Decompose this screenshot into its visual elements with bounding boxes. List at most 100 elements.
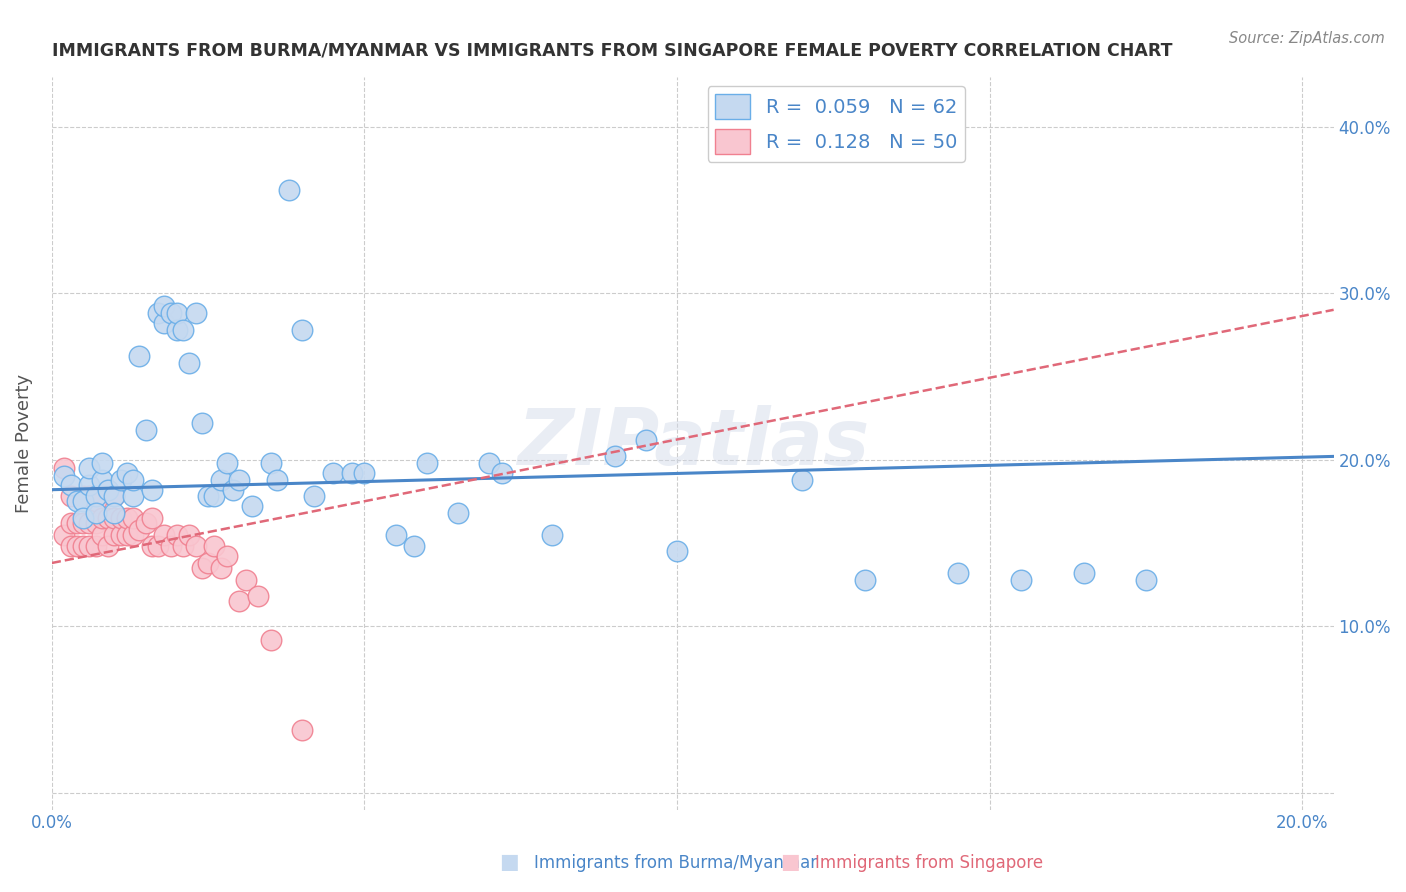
Point <box>72 539 94 553</box>
Text: Immigrants from Singapore: Immigrants from Singapore <box>815 855 1043 872</box>
Point <box>77 516 100 530</box>
Point <box>222 483 245 497</box>
Point <box>97 483 120 497</box>
Point <box>259 456 281 470</box>
Point <box>228 473 250 487</box>
Point <box>59 539 82 553</box>
Point <box>191 416 214 430</box>
Point <box>1135 573 1157 587</box>
Point <box>122 473 145 487</box>
Point <box>541 527 564 541</box>
Point <box>122 527 145 541</box>
Point <box>228 594 250 608</box>
Point <box>115 511 138 525</box>
Legend: R =  0.059   N = 62, R =  0.128   N = 50: R = 0.059 N = 62, R = 0.128 N = 50 <box>707 87 965 161</box>
Point <box>172 323 194 337</box>
Point <box>247 590 270 604</box>
Point <box>340 466 363 480</box>
Point <box>110 511 132 525</box>
Point <box>77 477 100 491</box>
Point <box>215 456 238 470</box>
Point <box>478 456 501 470</box>
Point <box>792 473 814 487</box>
Point <box>266 473 288 487</box>
Point <box>404 539 426 553</box>
Text: IMMIGRANTS FROM BURMA/MYANMAR VS IMMIGRANTS FROM SINGAPORE FEMALE POVERTY CORREL: IMMIGRANTS FROM BURMA/MYANMAR VS IMMIGRA… <box>52 42 1173 60</box>
Text: ■: ■ <box>780 853 800 872</box>
Point <box>115 527 138 541</box>
Point <box>1010 573 1032 587</box>
Point <box>197 556 219 570</box>
Point <box>90 527 112 541</box>
Point <box>72 494 94 508</box>
Point <box>179 527 201 541</box>
Point <box>278 183 301 197</box>
Point <box>146 306 169 320</box>
Point <box>202 539 225 553</box>
Point <box>291 723 314 737</box>
Point <box>184 306 207 320</box>
Point <box>59 516 82 530</box>
Point <box>72 516 94 530</box>
Point <box>603 450 626 464</box>
Point <box>240 500 263 514</box>
Point <box>141 539 163 553</box>
Y-axis label: Female Poverty: Female Poverty <box>15 374 32 513</box>
Point <box>66 539 89 553</box>
Point <box>353 466 375 480</box>
Point <box>110 473 132 487</box>
Point <box>209 561 232 575</box>
Point <box>90 511 112 525</box>
Point <box>90 456 112 470</box>
Point <box>66 494 89 508</box>
Point <box>153 527 176 541</box>
Point <box>291 323 314 337</box>
Point <box>141 511 163 525</box>
Point <box>84 506 107 520</box>
Point <box>90 473 112 487</box>
Point <box>179 356 201 370</box>
Point <box>103 489 125 503</box>
Point <box>135 516 157 530</box>
Point <box>166 527 188 541</box>
Point <box>66 516 89 530</box>
Point <box>84 539 107 553</box>
Point <box>115 466 138 480</box>
Point <box>191 561 214 575</box>
Point <box>84 516 107 530</box>
Point <box>97 511 120 525</box>
Point <box>135 423 157 437</box>
Point <box>209 473 232 487</box>
Point <box>77 539 100 553</box>
Point <box>384 527 406 541</box>
Point <box>197 489 219 503</box>
Point <box>97 539 120 553</box>
Point <box>235 573 257 587</box>
Point <box>948 566 970 580</box>
Point <box>304 489 326 503</box>
Point <box>59 489 82 503</box>
Point <box>853 573 876 587</box>
Point <box>110 527 132 541</box>
Point <box>166 323 188 337</box>
Point <box>72 511 94 525</box>
Text: Immigrants from Burma/Myanmar: Immigrants from Burma/Myanmar <box>534 855 817 872</box>
Point <box>128 350 150 364</box>
Point <box>141 483 163 497</box>
Point <box>146 539 169 553</box>
Point <box>215 549 238 564</box>
Point <box>103 506 125 520</box>
Point <box>166 306 188 320</box>
Point <box>159 306 181 320</box>
Point <box>53 461 76 475</box>
Point <box>666 544 689 558</box>
Text: Source: ZipAtlas.com: Source: ZipAtlas.com <box>1229 31 1385 46</box>
Point <box>72 489 94 503</box>
Point <box>447 506 470 520</box>
Point <box>634 433 657 447</box>
Point <box>259 632 281 647</box>
Point <box>84 494 107 508</box>
Point <box>322 466 344 480</box>
Point <box>491 466 513 480</box>
Point <box>159 539 181 553</box>
